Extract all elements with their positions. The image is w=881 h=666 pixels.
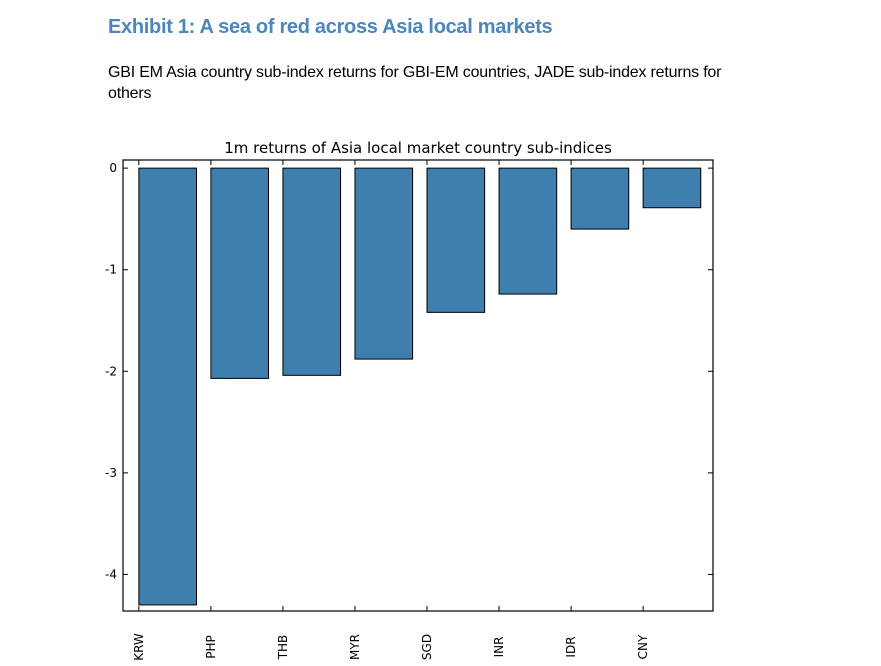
y-tick-label: 0 xyxy=(109,161,117,175)
y-tick-label: -1 xyxy=(105,263,117,277)
chart-title: 1m returns of Asia local market country … xyxy=(224,139,612,157)
bar-inr xyxy=(498,167,558,295)
y-tick-label: -4 xyxy=(105,567,117,581)
exhibit-subtitle: GBI EM Asia country sub-index returns fo… xyxy=(108,64,722,102)
bar-myr xyxy=(354,167,414,360)
x-tick-label: PHP xyxy=(204,635,218,659)
x-tick-label: INR xyxy=(492,637,506,658)
x-tick-label: MYR xyxy=(348,634,362,660)
x-tick-label: SGD xyxy=(420,634,434,660)
x-tick-label: CNY xyxy=(636,634,650,659)
x-tick-label: IDR xyxy=(564,636,578,657)
bar-krw xyxy=(138,167,197,606)
bar-php xyxy=(210,167,270,379)
bar-idr xyxy=(570,167,630,230)
bar-sgd xyxy=(426,167,486,313)
exhibit-title: Exhibit 1: A sea of red across Asia loca… xyxy=(108,16,553,38)
x-tick-label: KRW xyxy=(132,633,146,661)
bar-cny xyxy=(642,167,702,209)
plot-frame xyxy=(122,159,714,612)
y-tick-label: -3 xyxy=(105,466,117,480)
y-tick-label: -2 xyxy=(105,364,117,378)
x-tick-label: THB xyxy=(276,635,290,661)
bar-thb xyxy=(282,167,342,376)
